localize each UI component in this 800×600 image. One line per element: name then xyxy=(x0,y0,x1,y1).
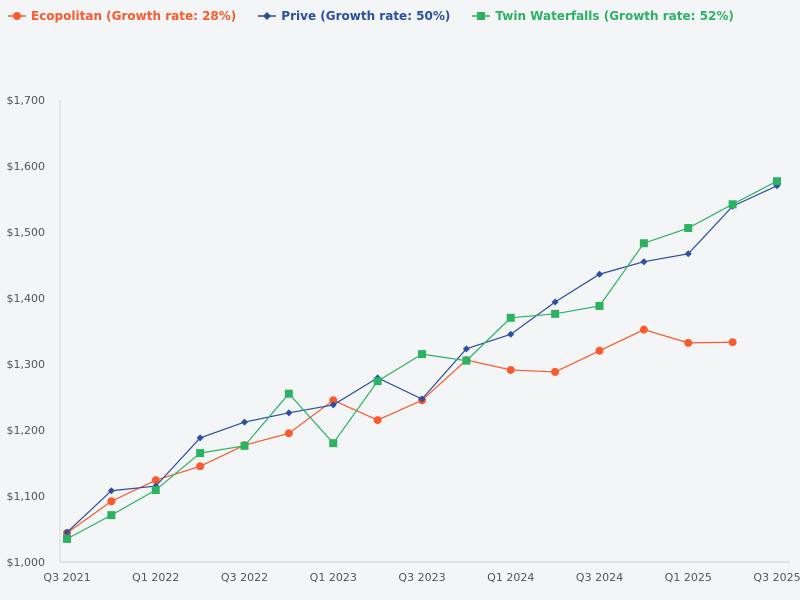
x-tick-label: Q3 2025 xyxy=(753,571,800,584)
data-point xyxy=(595,346,604,355)
data-point xyxy=(596,270,603,278)
data-point xyxy=(329,401,337,409)
legend-label: Twin Waterfalls (Growth rate: 52%) xyxy=(495,9,734,23)
legend-item-twin-waterfalls[interactable]: Twin Waterfalls (Growth rate: 52%) xyxy=(472,9,734,23)
y-tick-label: $1,700 xyxy=(7,94,46,107)
data-point xyxy=(285,409,293,417)
legend: Ecopolitan (Growth rate: 28%) Prive (Gro… xyxy=(8,9,734,23)
y-tick-label: $1,300 xyxy=(7,358,46,371)
data-point xyxy=(196,434,204,442)
data-point xyxy=(373,377,382,386)
data-point xyxy=(418,350,426,359)
x-tick-label: Q3 2024 xyxy=(576,571,623,584)
data-point xyxy=(151,476,160,485)
data-point xyxy=(507,330,515,338)
data-point xyxy=(284,389,293,398)
legend-item-prive[interactable]: Prive (Growth rate: 50%) xyxy=(258,9,450,23)
data-point xyxy=(107,511,116,520)
data-point xyxy=(684,250,692,258)
data-point xyxy=(107,497,116,506)
x-tick-label: Q1 2025 xyxy=(665,571,712,584)
data-point xyxy=(196,462,205,471)
x-tick-label: Q3 2021 xyxy=(43,571,90,584)
circle-marker-icon xyxy=(8,12,26,20)
y-tick-label: $1,400 xyxy=(7,292,46,305)
data-point xyxy=(373,416,382,425)
series-line-1 xyxy=(66,185,778,533)
square-marker-icon xyxy=(472,12,491,20)
data-point xyxy=(241,418,248,426)
data-point xyxy=(240,441,249,450)
y-tick-label: $1,000 xyxy=(7,556,46,569)
data-point xyxy=(329,396,338,405)
x-tick-label: Q3 2023 xyxy=(398,571,445,584)
data-point xyxy=(773,177,781,186)
data-point xyxy=(684,338,693,347)
y-tick-label: $1,100 xyxy=(7,490,46,503)
legend-item-ecopolitan[interactable]: Ecopolitan (Growth rate: 28%) xyxy=(8,9,236,23)
y-tick-label: $1,600 xyxy=(7,160,46,173)
data-point xyxy=(551,309,560,318)
data-point xyxy=(107,487,115,495)
data-point xyxy=(462,345,470,353)
y-tick-label: $1,200 xyxy=(7,424,46,437)
data-point xyxy=(506,313,515,322)
data-point xyxy=(728,338,737,347)
data-point xyxy=(728,200,737,209)
data-point xyxy=(639,239,648,248)
data-point xyxy=(63,528,71,536)
x-tick-label: Q1 2023 xyxy=(310,571,357,584)
data-point xyxy=(196,449,205,458)
data-point xyxy=(418,395,426,403)
x-tick-label: Q3 2022 xyxy=(221,571,268,584)
data-point xyxy=(506,365,515,374)
data-point xyxy=(684,224,693,233)
y-tick-label: $1,500 xyxy=(7,226,46,239)
x-tick-label: Q1 2024 xyxy=(487,571,534,584)
data-point xyxy=(639,325,648,334)
series-line-2 xyxy=(66,180,778,540)
data-point xyxy=(151,486,160,495)
data-point xyxy=(551,367,560,376)
data-point xyxy=(595,301,604,310)
series-line-0 xyxy=(66,329,733,534)
data-point xyxy=(329,439,338,448)
legend-label: Prive (Growth rate: 50%) xyxy=(281,9,451,23)
data-point xyxy=(63,534,71,543)
data-point xyxy=(551,298,559,306)
data-point xyxy=(284,429,293,438)
x-tick-label: Q1 2022 xyxy=(132,571,179,584)
diamond-marker-icon xyxy=(258,12,277,20)
data-point xyxy=(640,258,648,266)
legend-label: Ecopolitan (Growth rate: 28%) xyxy=(31,9,237,23)
data-point xyxy=(462,356,471,365)
